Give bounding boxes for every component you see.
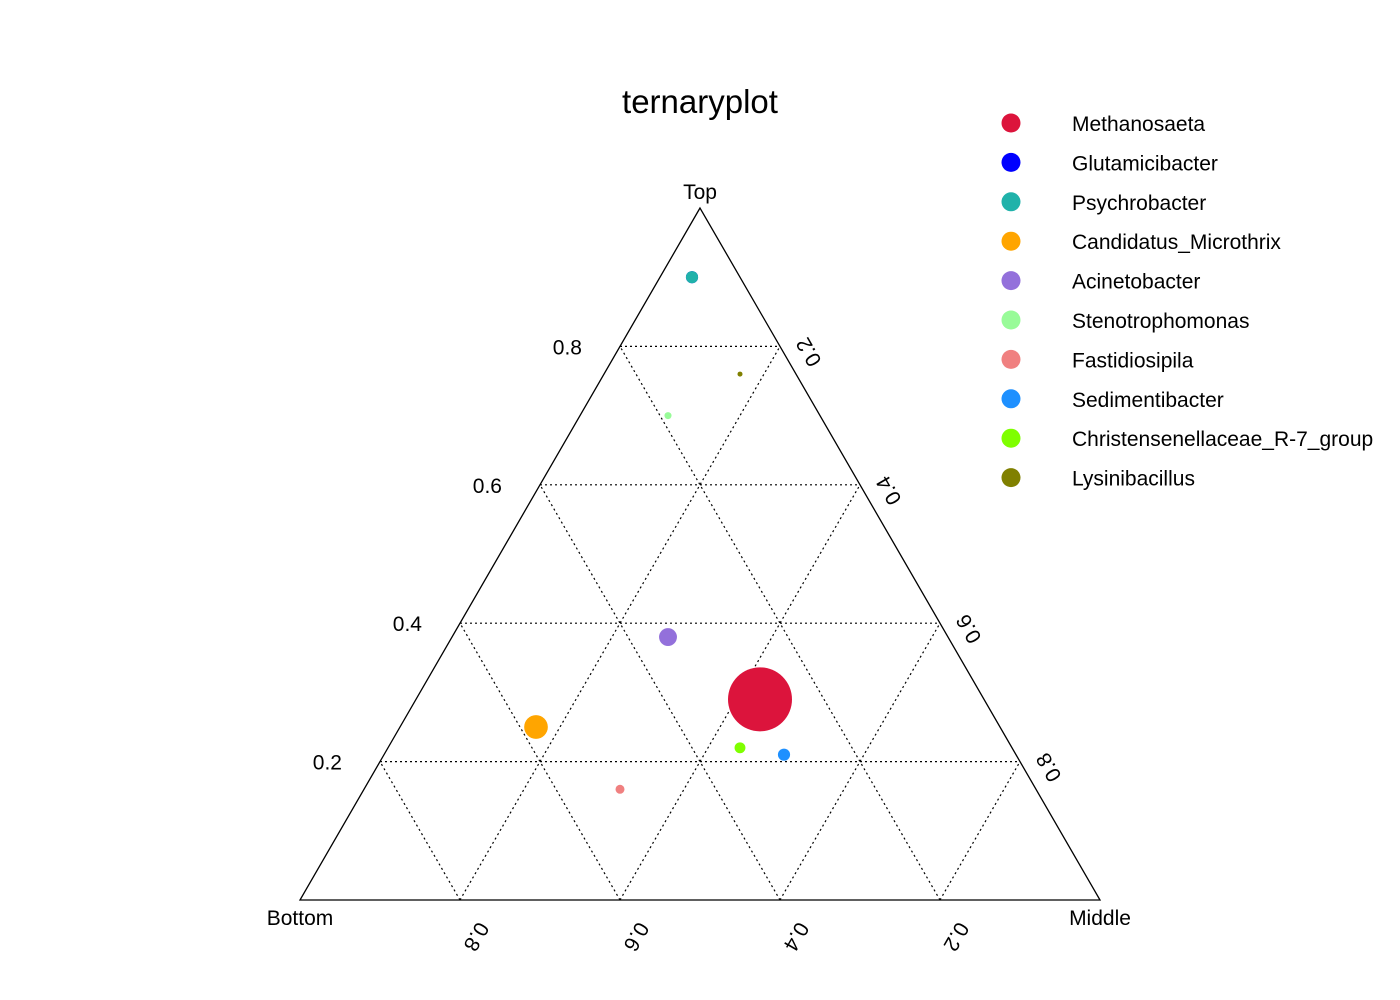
vertex-label-top: Top: [683, 181, 717, 204]
legend-label-sedimentibacter: Sedimentibacter: [1072, 389, 1224, 412]
legend-marker-lysinibacillus: [1001, 468, 1021, 488]
legend-label-christensenellaceae-r-7-group: Christensenellaceae_R-7_group: [1072, 428, 1373, 451]
point-stenotrophomonas: [664, 412, 672, 420]
legend-marker-fastidiosipila: [1001, 349, 1021, 369]
legend-marker-acinetobacter: [1001, 271, 1021, 291]
tick-top-1: 0.4: [393, 613, 423, 636]
data-points: [524, 271, 792, 794]
chart-title: ternaryplot: [622, 83, 778, 120]
legend: Methanosaeta Glutamicibacter Psychrobacter…: [1001, 113, 1373, 491]
legend-label-lysinibacillus: Lysinibacillus: [1072, 468, 1195, 491]
grid-line-bottom-2: [459, 622, 621, 901]
grid-line-bottom-0: [619, 346, 941, 901]
grid-line-middle-0: [459, 346, 781, 901]
tick-middle-2: 0.6: [952, 610, 987, 647]
point-candidatus-microthrix: [524, 715, 548, 739]
grid-line-middle-3: [939, 761, 1021, 901]
tick-top-0: 0.2: [313, 752, 342, 775]
legend-marker-psychrobacter: [1001, 192, 1021, 212]
tick-top-2: 0.6: [473, 475, 502, 498]
legend-label-acinetobacter: Acinetobacter: [1072, 271, 1200, 294]
legend-label-stenotrophomonas: Stenotrophomonas: [1072, 310, 1249, 333]
point-sedimentibacter: [777, 748, 791, 761]
tick-middle-1: 0.4: [872, 472, 907, 509]
tick-labels: 0.2 0.4 0.6 0.8 0.2 0.4 0.6 0.8 0.8 0.6 0.4 0.2: [313, 333, 1067, 955]
point-methanosaeta: [728, 667, 792, 732]
tick-bottom-1: 0.6: [619, 918, 654, 955]
triangle-frame: [298, 206, 1102, 901]
legend-label-methanosaeta: Methanosaeta: [1072, 113, 1205, 136]
legend-marker-candidatus-microthrix: [1001, 231, 1021, 251]
grid-lines: [379, 345, 1021, 901]
point-christensenellaceae-r-7-group: [734, 742, 746, 754]
tick-middle-3: 0.8: [1032, 749, 1067, 786]
legend-label-glutamicibacter: Glutamicibacter: [1072, 152, 1218, 175]
tick-top-3: 0.8: [553, 336, 582, 359]
tick-bottom-3: 0.2: [939, 918, 974, 955]
point-fastidiosipila: [615, 784, 625, 794]
tick-bottom-2: 0.4: [778, 918, 813, 955]
legend-marker-sedimentibacter: [1001, 389, 1021, 409]
legend-marker-stenotrophomonas: [1001, 310, 1021, 330]
vertex-label-bottom: Bottom: [267, 907, 334, 930]
tick-bottom-0: 0.8: [459, 918, 494, 955]
legend-label-psychrobacter: Psychrobacter: [1072, 192, 1206, 215]
grid-line-bottom-3: [379, 761, 461, 901]
grid-line-middle-2: [779, 622, 941, 901]
legend-marker-methanosaeta: [1001, 113, 1021, 133]
point-lysinibacillus: [737, 371, 743, 377]
legend-label-candidatus-microthrix: Candidatus_Microthrix: [1072, 231, 1281, 254]
point-acinetobacter: [659, 628, 677, 646]
vertex-label-middle: Middle: [1069, 907, 1131, 930]
tick-middle-0: 0.2: [792, 333, 827, 370]
legend-label-fastidiosipila: Fastidiosipila: [1072, 349, 1194, 372]
point-psychrobacter: [685, 271, 699, 284]
legend-marker-glutamicibacter: [1001, 152, 1021, 172]
legend-marker-christensenellaceae-r-7-group: [1001, 428, 1021, 448]
